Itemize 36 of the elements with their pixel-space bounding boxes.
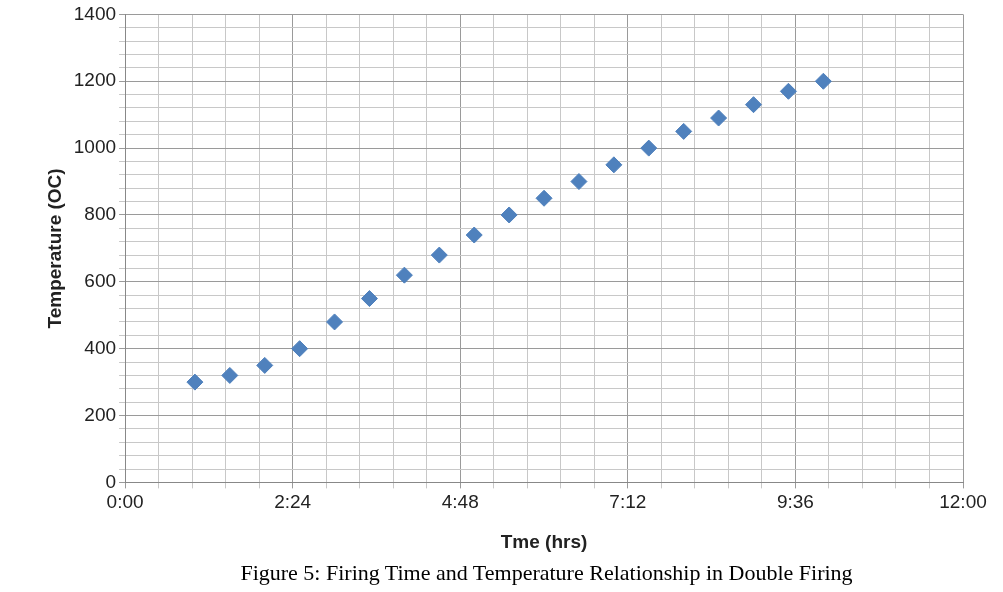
x-tick-label: 12:00 (939, 491, 987, 513)
x-tick-label: 7:12 (609, 491, 647, 513)
y-tick-label: 1200 (73, 69, 117, 91)
point (395, 266, 413, 284)
point (291, 340, 309, 358)
point (675, 122, 693, 140)
y-tick-label: 400 (84, 336, 117, 358)
x-axis-title: Tme (hrs) (500, 530, 588, 552)
y-axis-title: Temperature (OC) (43, 168, 65, 329)
x-tick-label: 4:48 (441, 491, 479, 513)
point (570, 173, 588, 191)
y-tick-label: 0 (105, 470, 117, 492)
point (710, 109, 728, 127)
y-tick-label: 200 (84, 403, 117, 425)
point (360, 290, 378, 308)
x-tick-label: 0:00 (106, 491, 144, 513)
y-tick-label: 1000 (73, 136, 117, 158)
point (535, 189, 553, 207)
point (605, 156, 623, 174)
point (186, 373, 204, 391)
point (221, 366, 239, 384)
point (465, 226, 483, 244)
point (326, 313, 344, 331)
point (640, 139, 658, 157)
x-tick-label: 9:36 (776, 491, 814, 513)
point (500, 206, 518, 224)
point (430, 246, 448, 264)
y-tick-label: 1400 (73, 2, 117, 24)
y-tick-label: 800 (84, 203, 117, 225)
point (814, 72, 832, 90)
caption: Figure 5: Firing Time and Temperature Relationship in Double Firing (239, 560, 854, 586)
point (745, 96, 763, 114)
y-tick-label: 600 (84, 270, 117, 292)
point (779, 82, 797, 100)
x-tick-label: 2:24 (274, 491, 312, 513)
point (256, 356, 274, 374)
